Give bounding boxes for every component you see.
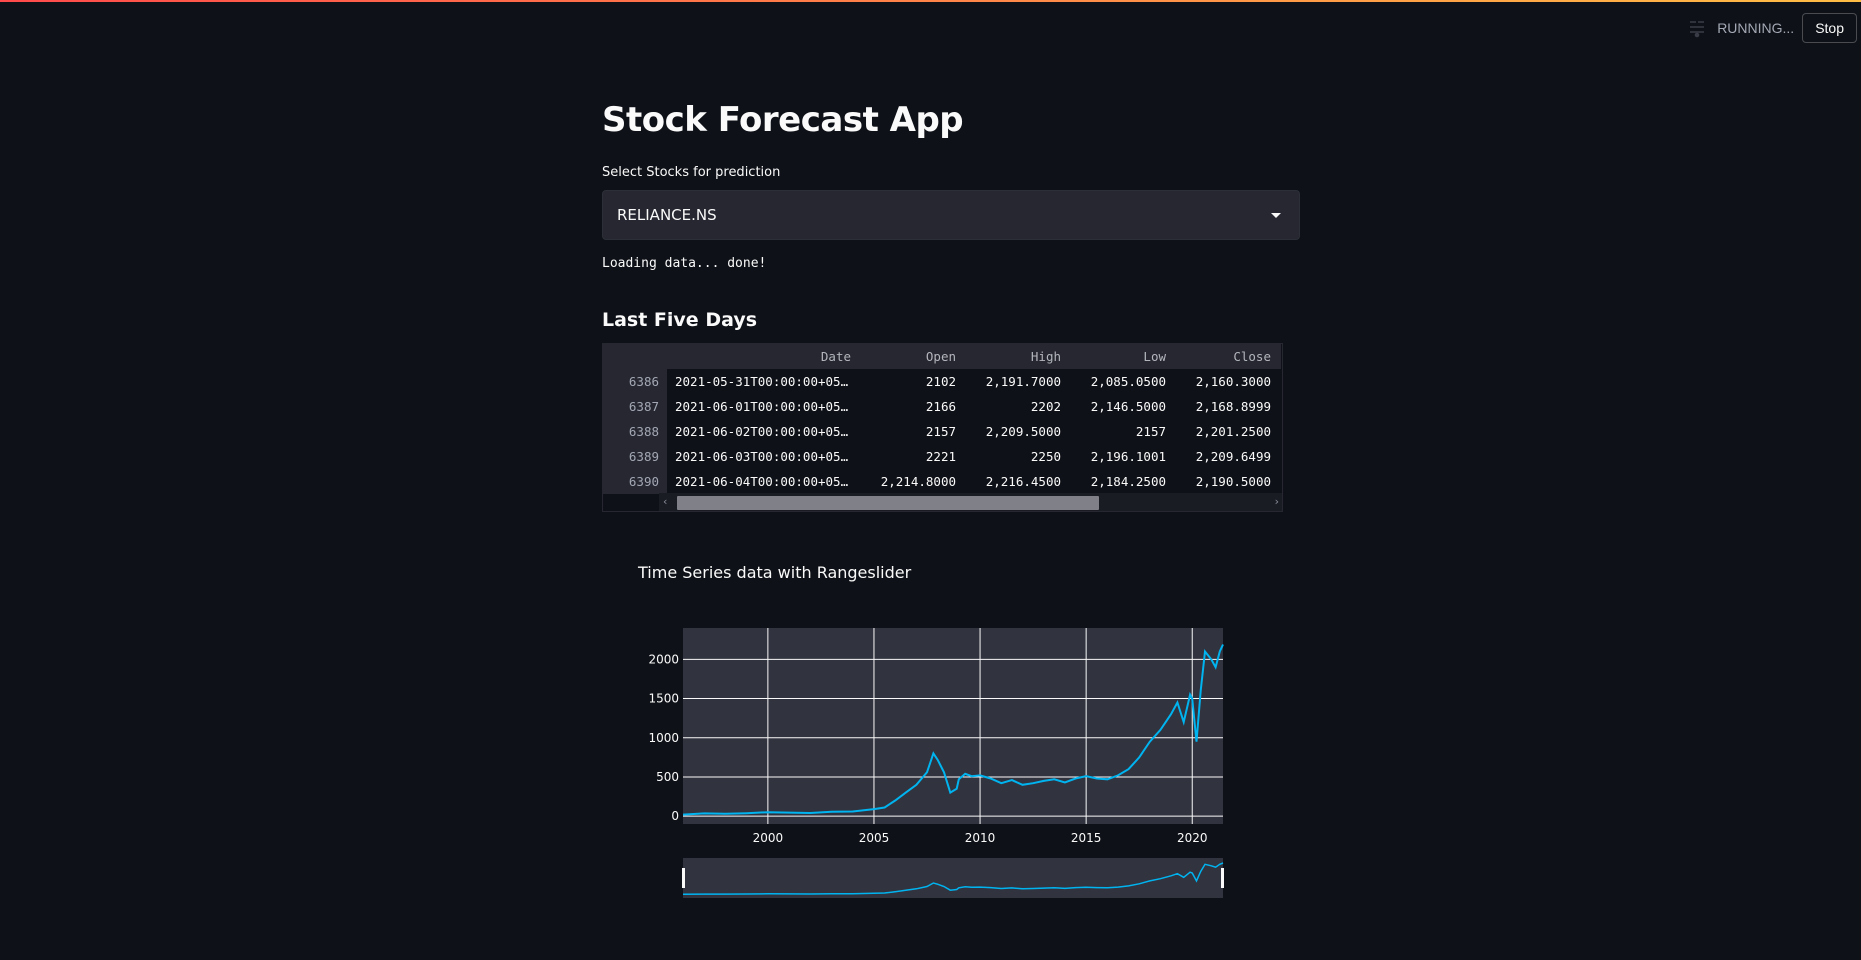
x-tick-label: 2015 (1071, 831, 1102, 845)
page-title: Stock Forecast App (602, 100, 964, 140)
y-tick-label: 1000 (648, 731, 679, 745)
cell-open[interactable]: 2102 (925, 374, 956, 389)
cell-open[interactable]: 2221 (925, 449, 956, 464)
cell-low[interactable]: 2,184.2500 (1090, 474, 1166, 489)
cell-close[interactable]: 2,209.6499 (1195, 449, 1271, 464)
cell-low[interactable]: 2157 (1135, 424, 1166, 439)
y-tick-label: 1500 (648, 692, 679, 706)
range-slider-series-line (682, 862, 1224, 896)
cell-open[interactable]: 2,214.8000 (880, 474, 956, 489)
cell-close[interactable]: 2,168.8999 (1195, 399, 1271, 414)
table-row: 6388 2021-06-02T00:00:00+05… 2157 2,209.… (603, 419, 1281, 444)
cell-high[interactable]: 2,191.7000 (985, 374, 1061, 389)
scrollbar-thumb[interactable] (677, 496, 1099, 510)
x-tick-label: 2005 (859, 831, 890, 845)
cell-close[interactable]: 2,160.3000 (1195, 374, 1271, 389)
cell-date[interactable]: 2021-06-01T00:00:00+05… (675, 399, 849, 414)
last-five-days-header: Last Five Days (602, 309, 758, 331)
chevron-right-icon[interactable]: › (1274, 495, 1279, 508)
stop-button[interactable]: Stop (1802, 13, 1857, 43)
running-icon (1685, 17, 1709, 39)
status-widget: RUNNING... Stop (1685, 13, 1857, 43)
row-index: 6389 (603, 444, 667, 469)
table-row: 6387 2021-06-01T00:00:00+05… 2166 2202 2… (603, 394, 1281, 419)
y-axis-ticks: 0 500 1000 1500 2000 (648, 652, 679, 823)
stock-select[interactable]: RELIANCE.NS (602, 190, 1300, 240)
stock-select-value: RELIANCE.NS (617, 206, 717, 224)
chart-title: Time Series data with Rangeslider (637, 563, 912, 582)
y-tick-label: 500 (656, 770, 679, 784)
column-header-close[interactable]: Close (1176, 344, 1281, 369)
cell-low[interactable]: 2,146.5000 (1090, 399, 1166, 414)
table-row: 6386 2021-05-31T00:00:00+05… 2102 2,191.… (603, 369, 1281, 394)
cell-date[interactable]: 2021-06-04T00:00:00+05… (675, 474, 849, 489)
loading-status-text: Loading data... done! (602, 256, 767, 271)
x-tick-label: 2010 (965, 831, 996, 845)
cell-open[interactable]: 2166 (925, 399, 956, 414)
cell-date[interactable]: 2021-05-31T00:00:00+05… (675, 374, 849, 389)
cell-high[interactable]: 2202 (1030, 399, 1061, 414)
cell-date[interactable]: 2021-06-02T00:00:00+05… (675, 424, 849, 439)
running-status-label: RUNNING... (1717, 20, 1795, 36)
table-row: 6389 2021-06-03T00:00:00+05… 2221 2250 2… (603, 444, 1281, 469)
cell-date[interactable]: 2021-06-03T00:00:00+05… (675, 449, 849, 464)
cell-high[interactable]: 2250 (1030, 449, 1061, 464)
price-series-line[interactable] (682, 644, 1224, 816)
range-slider[interactable] (683, 858, 1223, 898)
row-index: 6388 (603, 419, 667, 444)
y-tick-label: 0 (671, 809, 679, 823)
column-header-low[interactable]: Low (1071, 344, 1176, 369)
top-decoration-bar (0, 0, 1861, 2)
column-header-index[interactable] (603, 344, 667, 369)
cell-low[interactable]: 2,196.1001 (1090, 449, 1166, 464)
range-slider-left-handle[interactable] (682, 868, 685, 888)
column-header-high[interactable]: High (966, 344, 1071, 369)
column-header-open[interactable]: Open (861, 344, 966, 369)
chevron-down-icon[interactable] (1271, 212, 1281, 218)
x-tick-label: 2000 (753, 831, 784, 845)
y-tick-label: 2000 (648, 652, 679, 666)
chevron-left-icon[interactable]: ‹ (663, 495, 668, 508)
stock-select-label: Select Stocks for prediction (602, 165, 781, 180)
table-header-row: Date Open High Low Close (603, 344, 1281, 369)
plot-area[interactable] (683, 628, 1223, 824)
cell-close[interactable]: 2,190.5000 (1195, 474, 1271, 489)
cell-high[interactable]: 2,209.5000 (985, 424, 1061, 439)
cell-low[interactable]: 2,085.0500 (1090, 374, 1166, 389)
x-tick-label: 2020 (1177, 831, 1208, 845)
range-slider-right-handle[interactable] (1221, 868, 1224, 888)
horizontal-scrollbar[interactable]: ‹ › (659, 493, 1282, 511)
dataframe-table: Date Open High Low Close 6386 2021-05-31… (603, 344, 1281, 494)
row-index: 6386 (603, 369, 667, 394)
grid-lines (683, 628, 1223, 824)
cell-close[interactable]: 2,201.2500 (1195, 424, 1271, 439)
time-series-chart[interactable]: Time Series data with Rangeslider 0 500 10… (620, 540, 1260, 920)
row-index: 6387 (603, 394, 667, 419)
table-row: 6390 2021-06-04T00:00:00+05… 2,214.8000 … (603, 469, 1281, 494)
cell-open[interactable]: 2157 (925, 424, 956, 439)
x-axis-ticks: 2000 2005 2010 2015 2020 (753, 831, 1208, 845)
dataframe[interactable]: Date Open High Low Close 6386 2021-05-31… (602, 343, 1283, 512)
cell-high[interactable]: 2,216.4500 (985, 474, 1061, 489)
column-header-date[interactable]: Date (667, 344, 861, 369)
row-index: 6390 (603, 469, 667, 494)
